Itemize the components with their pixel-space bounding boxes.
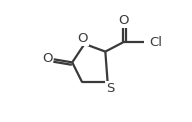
Text: O: O [42, 52, 53, 65]
Text: S: S [106, 82, 114, 95]
Text: Cl: Cl [149, 36, 162, 49]
Text: O: O [118, 14, 128, 27]
Text: O: O [78, 32, 88, 45]
